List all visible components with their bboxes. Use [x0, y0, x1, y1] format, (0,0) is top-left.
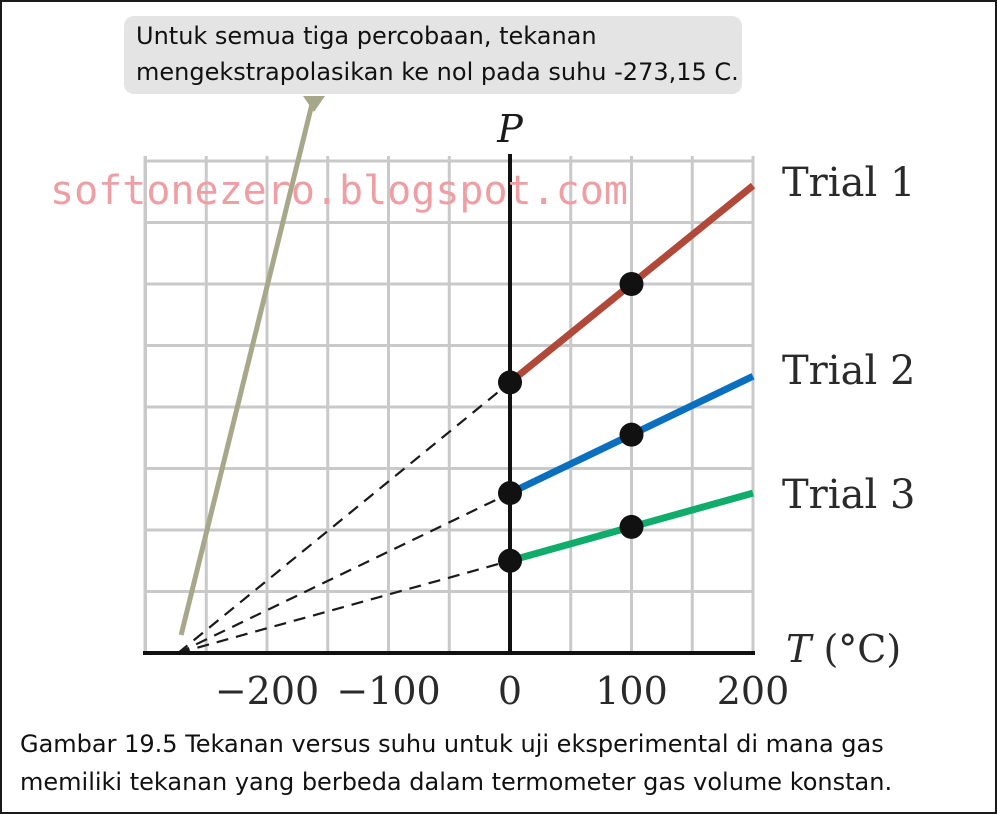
- series-label: Trial 3: [782, 472, 915, 518]
- data-point: [498, 548, 522, 573]
- data-point: [619, 514, 644, 539]
- x-tick-label: −200: [215, 669, 319, 713]
- callout-box: Untuk semua tiga percobaan, tekanan meng…: [124, 16, 742, 94]
- data-markers: [498, 272, 644, 573]
- series-label: Trial 2: [782, 348, 915, 394]
- y-axis-label: P: [496, 107, 524, 151]
- watermark: softonezero.blogspot.com: [50, 168, 628, 214]
- data-point: [619, 272, 644, 296]
- x-tick-label: 100: [595, 669, 668, 713]
- caption-line-2: memiliki tekanan yang berbeda dalam term…: [20, 768, 893, 796]
- callout-arrowhead: [303, 96, 325, 112]
- x-axis-label: T (°C): [786, 627, 901, 671]
- chart-labels: −200 −100 0 100 200 P T (°C) Trial 1 Trial 2 Tria…: [215, 107, 916, 713]
- callout-line-1: Untuk semua tiga percobaan, tekanan: [136, 22, 597, 50]
- x-tick-label: −100: [336, 669, 440, 713]
- callout-arrow: [178, 99, 316, 636]
- extrapolation-line: [177, 492, 511, 654]
- series-label: Trial 1: [782, 160, 915, 206]
- data-point: [619, 422, 644, 447]
- x-tick-label: 0: [498, 669, 522, 713]
- extrapolation-line: [177, 381, 511, 654]
- extrapolation-lines: [177, 381, 511, 655]
- data-point: [498, 370, 522, 395]
- callout-line-2: mengekstrapolasikan ke nol pada suhu -27…: [136, 58, 739, 86]
- data-point: [498, 481, 522, 506]
- caption-line-1: Gambar 19.5 Tekanan versus suhu untuk uj…: [20, 730, 884, 758]
- extrapolation-line: [177, 559, 511, 655]
- x-tick-label: 200: [717, 669, 790, 713]
